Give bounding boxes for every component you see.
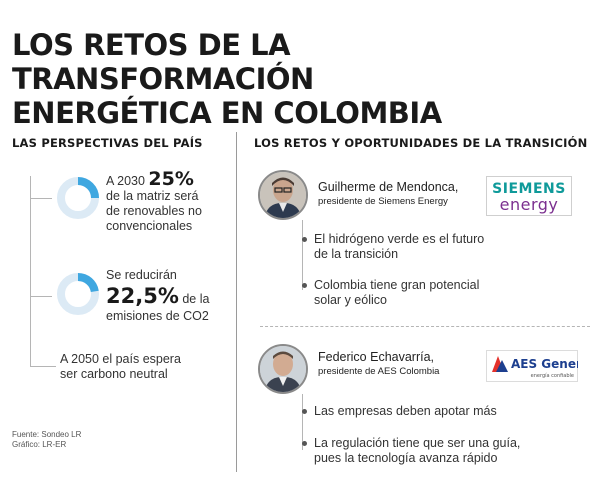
stat-text: de renovables no <box>106 204 202 218</box>
stat-value: 25% <box>148 168 194 190</box>
stat-text: convencionales <box>106 219 193 233</box>
challenges-heading: LOS RETOS Y OPORTUNIDADES DE LA TRANSICI… <box>254 136 588 150</box>
timeline-tick <box>30 198 52 199</box>
person-role: presidente de AES Colombia <box>318 366 440 377</box>
challenge-bullet: La regulación tiene que ser una guía, pu… <box>302 436 584 466</box>
timeline-line <box>30 176 31 366</box>
timeline-tick <box>30 366 56 367</box>
svg-text:energía confiable: energía confiable <box>531 372 574 379</box>
avatar-echavarria <box>258 344 308 394</box>
bullet-connector <box>302 394 303 450</box>
title-line-2: ENERGÉTICA EN COLOMBIA <box>12 96 442 130</box>
challenge-bullet: Las empresas deben apotar más <box>302 404 554 419</box>
donut-chart-emissions <box>57 273 99 315</box>
bullet-connector <box>302 220 303 290</box>
perspectives-heading: LAS PERSPECTIVAS DEL PAÍS <box>12 136 203 150</box>
stat-value: 22,5% <box>106 284 179 308</box>
stat-text: Se reducirán <box>106 268 177 282</box>
avatar-mendonca <box>258 170 308 220</box>
challenge-bullet: Colombia tiene gran potencial solar y eó… <box>302 278 514 308</box>
person-photo-icon <box>260 172 306 218</box>
stat-carbon-neutral: A 2050 el país espera ser carbono neutra… <box>60 352 230 382</box>
bullet-text: pues la tecnología avanza rápido <box>314 451 498 465</box>
graphic-line: Gráfico: LR-ER <box>12 440 67 449</box>
stat-prefix: A 2030 <box>106 174 145 188</box>
bullet-dot-icon <box>302 409 307 414</box>
person-photo-icon <box>260 346 306 392</box>
challenge-bullet: El hidrógeno verde es el futuro de la tr… <box>302 232 514 262</box>
bullet-dot-icon <box>302 237 307 242</box>
person-name: Guilherme de Mendonca, <box>318 180 459 194</box>
bullet-dot-icon <box>302 283 307 288</box>
stat-text: de la matriz será <box>106 189 199 203</box>
svg-text:SIEMENS: SIEMENS <box>492 181 566 197</box>
donut-value <box>57 177 99 219</box>
bullet-text: Las empresas deben apotar más <box>314 404 497 418</box>
bullet-text: solar y eólico <box>314 293 387 307</box>
bullet-text: El hidrógeno verde es el futuro <box>314 232 485 246</box>
stat-text: emisiones de CO2 <box>106 309 209 323</box>
source-credits: Fuente: Sondeo LR Gráfico: LR-ER <box>12 430 81 450</box>
person-name: Federico Echavarría, <box>318 350 435 364</box>
stat-emissions: Se reducirán 22,5% de la emisiones de CO… <box>106 268 236 324</box>
donut-chart-renewables <box>57 177 99 219</box>
title-line-1: LOS RETOS DE LA TRANSFORMACIÓN <box>12 28 314 96</box>
svg-text:energy: energy <box>500 195 559 214</box>
page-title: LOS RETOS DE LA TRANSFORMACIÓN ENERGÉTIC… <box>12 28 592 130</box>
aes-gener-logo: AES Gener energía confiable <box>486 350 578 382</box>
person-role: presidente de Siemens Energy <box>318 196 448 207</box>
svg-text:AES Gener: AES Gener <box>511 357 578 371</box>
stat-text: ser carbono neutral <box>60 367 168 381</box>
column-divider <box>236 132 237 472</box>
stat-suffix: de la <box>178 292 210 306</box>
section-separator <box>260 326 590 327</box>
siemens-energy-logo: SIEMENS energy <box>486 176 572 216</box>
bullet-text: Colombia tiene gran potencial <box>314 278 480 292</box>
bullet-text: La regulación tiene que ser una guía, <box>314 436 521 450</box>
stat-renewables: A 2030 25% de la matriz será de renovabl… <box>106 170 236 234</box>
bullet-dot-icon <box>302 441 307 446</box>
donut-value <box>57 273 99 315</box>
bullet-text: de la transición <box>314 247 399 261</box>
timeline-tick <box>30 296 52 297</box>
stat-text: A 2050 el país espera <box>60 352 181 366</box>
source-line: Fuente: Sondeo LR <box>12 430 82 439</box>
